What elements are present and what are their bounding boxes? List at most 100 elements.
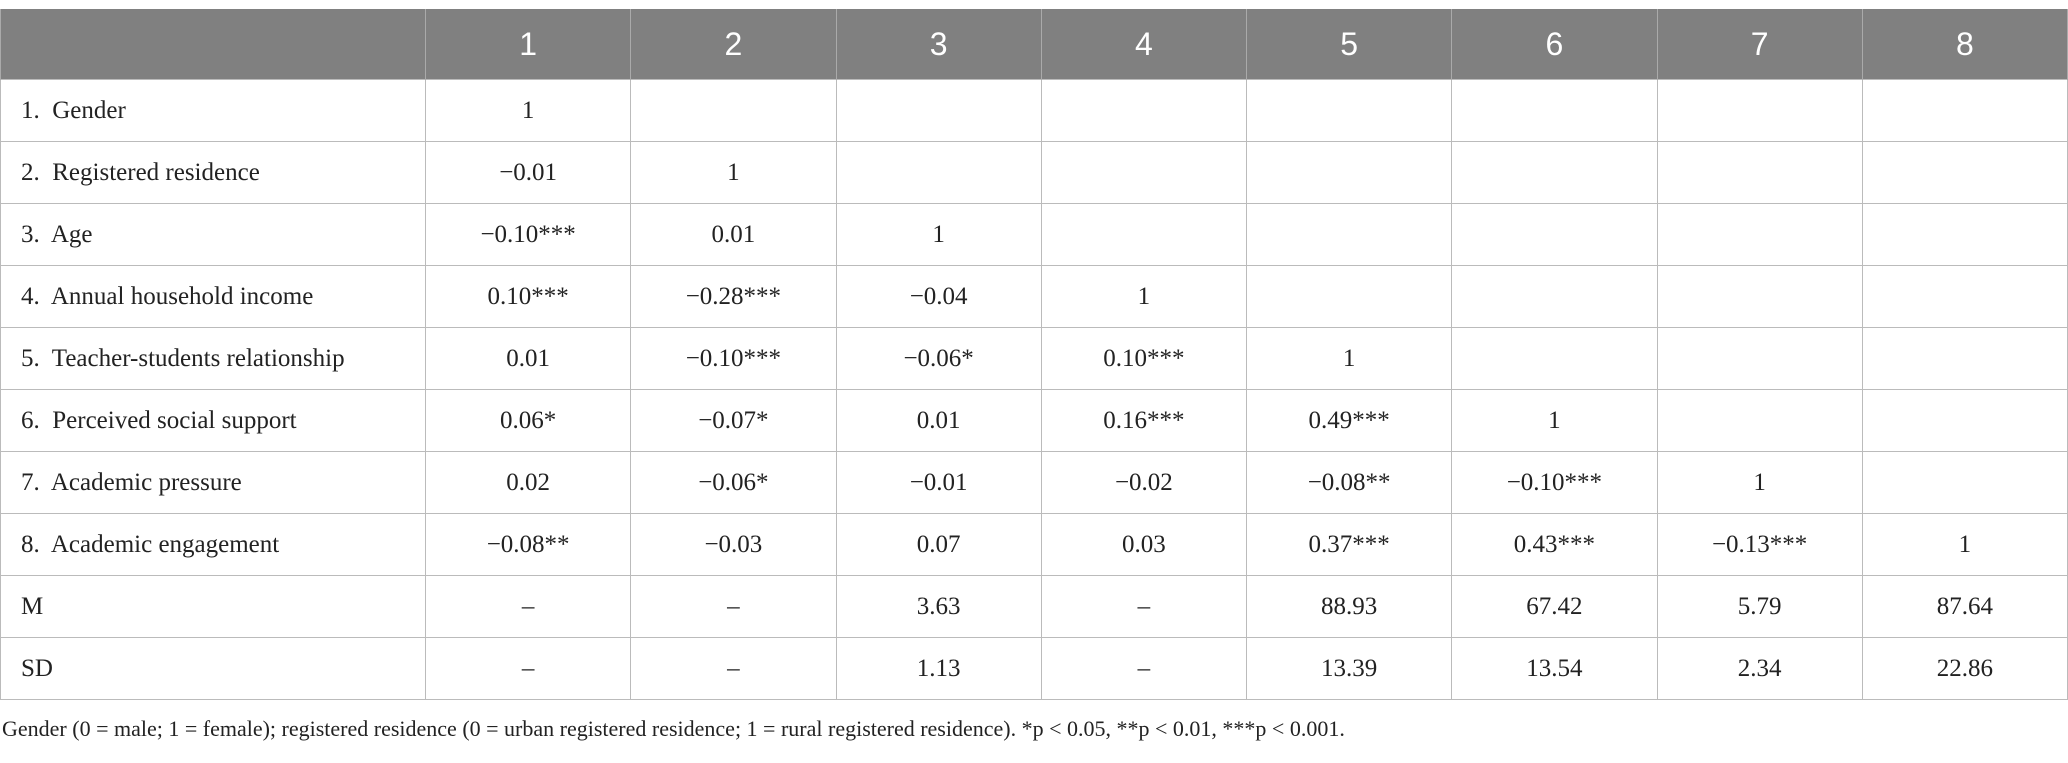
- cell: 1: [1245, 327, 1453, 390]
- cell: 0.01: [630, 203, 837, 266]
- cell: 1: [1656, 451, 1863, 514]
- cell: [1451, 141, 1658, 204]
- cell: [1861, 327, 2068, 390]
- cell: –: [630, 575, 837, 638]
- cell: −0.10***: [630, 327, 837, 390]
- cell: 0.49***: [1245, 389, 1453, 452]
- cell: [1040, 79, 1248, 142]
- cell: [1245, 141, 1453, 204]
- cell: [1861, 141, 2068, 204]
- cell: –: [1040, 637, 1248, 700]
- cell: 22.86: [1861, 637, 2068, 700]
- column-header: 4: [1040, 9, 1248, 80]
- cell: 0.02: [424, 451, 632, 514]
- cell: 1: [424, 79, 632, 142]
- row-label: 3. Age: [0, 203, 426, 266]
- cell: 0.10***: [424, 265, 632, 328]
- cell: [1656, 203, 1863, 266]
- cell: −0.04: [835, 265, 1042, 328]
- cell: 1: [1861, 513, 2068, 576]
- row-label: 4. Annual household income: [0, 265, 426, 328]
- cell: −0.10***: [424, 203, 632, 266]
- cell: [1861, 451, 2068, 514]
- column-header: 2: [630, 9, 837, 80]
- table-body: 1. Gender 1 2. Registered residence −0.01 1 3…: [0, 79, 2068, 700]
- cell: –: [630, 637, 837, 700]
- column-header: 8: [1861, 9, 2068, 80]
- table-row: SD – –1.13–13.39 13.54 2.34 22.86: [0, 637, 2068, 700]
- cell: −0.08**: [424, 513, 632, 576]
- cell: −0.02: [1040, 451, 1248, 514]
- cell: [1861, 79, 2068, 142]
- cell: [1040, 203, 1248, 266]
- cell: 0.43***: [1451, 513, 1658, 576]
- cell: −0.01: [835, 451, 1042, 514]
- cell: 1: [630, 141, 837, 204]
- cell: 1: [1040, 265, 1248, 328]
- cell: [1040, 141, 1248, 204]
- cell: 1: [835, 203, 1042, 266]
- cell: [835, 141, 1042, 204]
- corner-cell: [0, 9, 426, 80]
- row-label: 6. Perceived social support: [0, 389, 426, 452]
- cell: [835, 79, 1042, 142]
- table-row: 8. Academic engagement −0.08** −0.03 0.07 0.…: [0, 513, 2068, 576]
- cell: [1245, 203, 1453, 266]
- cell: [1656, 389, 1863, 452]
- cell: –: [424, 575, 632, 638]
- cell: −0.01: [424, 141, 632, 204]
- footnote: Gender (0 = male; 1 = female); registere…: [2, 716, 1345, 741]
- cell: 88.93: [1245, 575, 1453, 638]
- table-row: 3. Age −0.10*** 0.01 1: [0, 203, 2068, 266]
- cell: −0.13***: [1656, 513, 1863, 576]
- cell: 0.16***: [1040, 389, 1248, 452]
- row-label: 1. Gender: [0, 79, 426, 142]
- row-label: 8. Academic engagement: [0, 513, 426, 576]
- cell: 67.42: [1451, 575, 1658, 638]
- table-row: 4. Annual household income 0.10*** −0.28**…: [0, 265, 2068, 328]
- cell: 0.06*: [424, 389, 632, 452]
- column-header: 6: [1451, 9, 1658, 80]
- row-label: 5. Teacher-students relationship: [0, 327, 426, 390]
- row-label: M: [0, 575, 426, 638]
- cell: [1451, 265, 1658, 328]
- cell: 0.37***: [1245, 513, 1453, 576]
- table-row: 7. Academic pressure 0.02 −0.06* −0.01 −0.02…: [0, 451, 2068, 514]
- cell: 5.79: [1656, 575, 1863, 638]
- cell: [1861, 203, 2068, 266]
- cell: 0.07: [835, 513, 1042, 576]
- column-header: 7: [1656, 9, 1863, 80]
- cell: [1451, 203, 1658, 266]
- row-label: SD: [0, 637, 426, 700]
- cell: 1: [1451, 389, 1658, 452]
- cell: −0.28***: [630, 265, 837, 328]
- cell: [1656, 79, 1863, 142]
- cell: 0.01: [424, 327, 632, 390]
- table-row: 6. Perceived social support 0.06* −0.07* 0.…: [0, 389, 2068, 452]
- column-header: 1: [424, 9, 632, 80]
- cell: 13.39: [1245, 637, 1453, 700]
- cell: [1451, 327, 1658, 390]
- cell: [1245, 79, 1453, 142]
- cell: [1245, 265, 1453, 328]
- cell: −0.06*: [630, 451, 837, 514]
- cell: [1656, 265, 1863, 328]
- cell: [1861, 389, 2068, 452]
- cell: 2.34: [1656, 637, 1863, 700]
- cell: 0.10***: [1040, 327, 1248, 390]
- cell: [1656, 327, 1863, 390]
- cell: 3.63: [835, 575, 1042, 638]
- column-header: 5: [1245, 9, 1453, 80]
- cell: [630, 79, 837, 142]
- cell: 0.01: [835, 389, 1042, 452]
- cell: −0.08**: [1245, 451, 1453, 514]
- cell: 87.64: [1861, 575, 2068, 638]
- cell: 13.54: [1451, 637, 1658, 700]
- cell: –: [1040, 575, 1248, 638]
- cell: [1656, 141, 1863, 204]
- cell: 1.13: [835, 637, 1042, 700]
- cell: [1451, 79, 1658, 142]
